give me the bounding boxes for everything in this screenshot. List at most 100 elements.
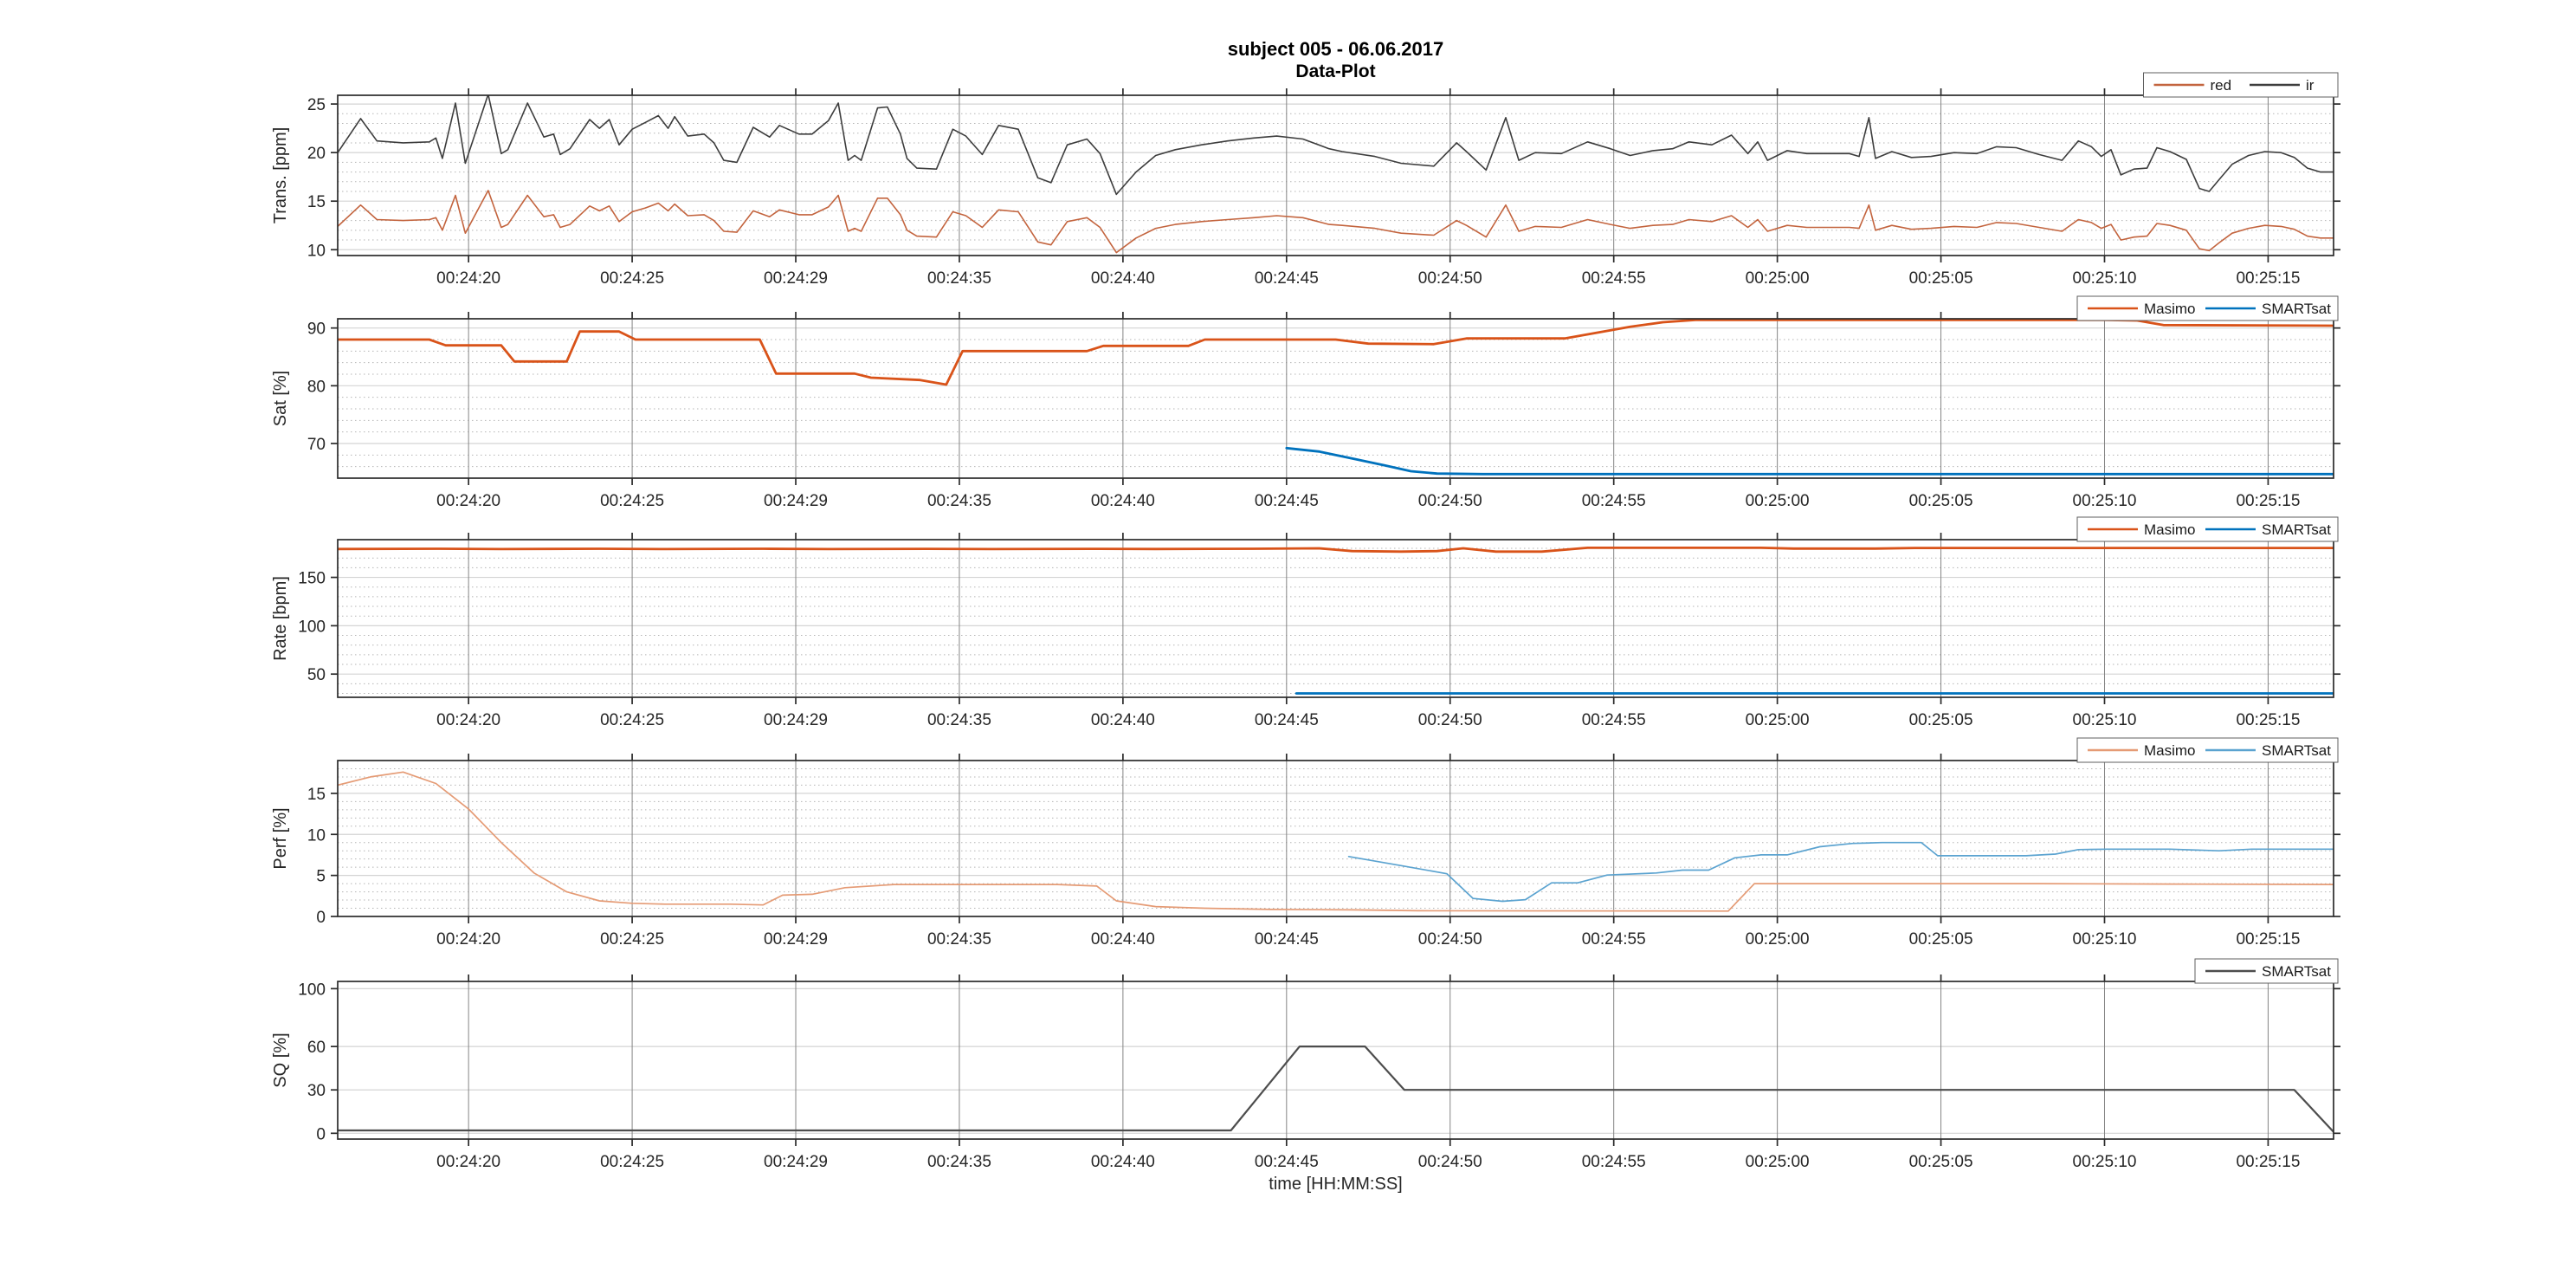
x-tick-label: 00:24:29 [764,711,828,729]
x-tick-label: 00:24:55 [1582,269,1646,288]
x-axis-title: time [HH:MM:SS] [1269,1175,1403,1194]
x-tick-label: 00:25:10 [2073,930,2137,949]
legend-label: red [2211,77,2232,94]
x-tick-label: 00:24:29 [764,930,828,949]
axes-border [337,539,2334,698]
legend-label: Masimo [2144,301,2196,317]
y-axis-label: Sat [%] [271,371,290,426]
x-tick-label: 00:25:00 [1746,711,1810,729]
legend-label: SMARTsat [2262,963,2331,980]
x-tick-label: 00:24:29 [764,269,828,288]
x-tick-label: 00:25:15 [2236,711,2300,729]
y-tick-label: 10 [307,826,326,845]
line-red [338,190,2334,254]
x-tick-label: 00:25:15 [2236,930,2300,949]
line-smartsat [338,1045,2334,1133]
line-masimo [338,319,2334,386]
x-tick-label: 00:24:55 [1582,492,1646,510]
x-tick-label: 00:24:55 [1582,930,1646,949]
legend-label: SMARTsat [2262,742,2331,759]
x-tick-label: 00:24:50 [1418,711,1482,729]
x-tick-label: 00:24:50 [1418,492,1482,510]
figure-title-line2: Data-Plot [1295,62,1376,81]
x-tick-label: 00:24:20 [436,269,500,288]
x-tick-label: 00:25:05 [1909,711,1973,729]
subplot-trans: 10 15 20 25 00:24:20 00:24:25 00:24:29 00:24:35… [271,72,2340,288]
x-tick-label: 00:25:15 [2236,1153,2300,1171]
line-masimo [338,771,2334,912]
x-tick-label: 00:25:00 [1746,492,1810,510]
figure-title-line1: subject 005 - 06.06.2017 [1227,38,1444,60]
legend: SMARTsat [2194,958,2339,984]
y-tick-label: 0 [316,909,326,927]
x-tick-label: 00:24:25 [600,1153,664,1171]
x-tick-label: 00:24:55 [1582,1153,1646,1171]
x-tick-label: 00:25:10 [2073,1153,2137,1171]
y-tick-label: 10 [307,242,326,260]
y-tick-label: 90 [307,320,326,339]
x-tick-label: 00:24:40 [1091,930,1155,949]
x-tick-label: 00:25:15 [2236,269,2300,288]
x-tick-label: 00:24:25 [600,492,664,510]
line-masimo [338,547,2334,554]
x-tick-label: 00:24:25 [600,269,664,288]
line-smartsat [1285,446,2334,476]
y-tick-label: 150 [298,570,326,588]
legend-label: ir [2306,77,2315,94]
x-tick-label: 00:24:35 [927,492,991,510]
y-tick-label: 0 [316,1125,326,1143]
x-tick-label: 00:25:05 [1909,930,1973,949]
axes-border [337,760,2334,917]
x-tick-label: 00:25:10 [2073,711,2137,729]
y-tick-label: 100 [298,618,326,636]
x-tick-label: 00:24:25 [600,930,664,949]
x-tick-label: 00:25:05 [1909,1153,1973,1171]
y-tick-label: 100 [298,981,326,999]
y-tick-label: 15 [307,786,326,804]
legend: Masimo SMARTsat [2076,516,2339,542]
y-axis-label: Rate [bpm] [271,576,290,661]
x-tick-label: 00:25:00 [1746,1153,1810,1171]
x-tick-label: 00:24:40 [1091,492,1155,510]
y-tick-label: 5 [316,868,326,886]
x-tick-label: 00:25:00 [1746,269,1810,288]
axes-border [337,981,2334,1140]
x-tick-label: 00:25:10 [2073,492,2137,510]
x-tick-label: 00:24:50 [1418,269,1482,288]
subplot-rate: 50 100 150 00:24:20 00:24:25 00:24:29 00:24:35… [271,516,2340,729]
x-tick-label: 00:25:15 [2236,492,2300,510]
subplot-perf: 0 5 10 15 00:24:20 00:24:25 00:24:29 00:24:35 00… [271,737,2340,949]
legend-label: Masimo [2144,521,2196,538]
x-tick-label: 00:24:45 [1255,711,1319,729]
axes-border [337,94,2334,256]
y-tick-label: 60 [307,1039,326,1057]
x-tick-label: 00:25:05 [1909,269,1973,288]
y-tick-label: 30 [307,1082,326,1100]
x-tick-label: 00:24:45 [1255,492,1319,510]
y-tick-label: 20 [307,145,326,163]
line-ir [338,95,2334,196]
y-axis-label: Trans. [ppm] [271,127,290,224]
x-tick-label: 00:24:35 [927,711,991,729]
legend-label: SMARTsat [2262,521,2331,538]
x-tick-label: 00:25:10 [2073,269,2137,288]
line-smartsat [1347,841,2334,903]
x-tick-label: 00:24:45 [1255,1153,1319,1171]
y-tick-label: 15 [307,193,326,211]
x-tick-label: 00:24:29 [764,492,828,510]
y-tick-label: 80 [307,378,326,396]
figure-title: subject 005 - 06.06.2017 Data-Plot [338,38,2334,82]
legend: Masimo SMARTsat [2076,737,2339,763]
legend-label: SMARTsat [2262,301,2331,317]
y-axis-label: SQ [%] [271,1033,290,1087]
x-tick-label: 00:24:50 [1418,930,1482,949]
y-tick-label: 25 [307,96,326,114]
x-tick-label: 00:24:50 [1418,1153,1482,1171]
y-axis-label: Perf [%] [271,807,290,869]
x-tick-label: 00:24:20 [436,711,500,729]
x-tick-label: 00:24:35 [927,269,991,288]
y-tick-label: 70 [307,436,326,454]
x-tick-label: 00:24:25 [600,711,664,729]
x-tick-label: 00:24:40 [1091,269,1155,288]
